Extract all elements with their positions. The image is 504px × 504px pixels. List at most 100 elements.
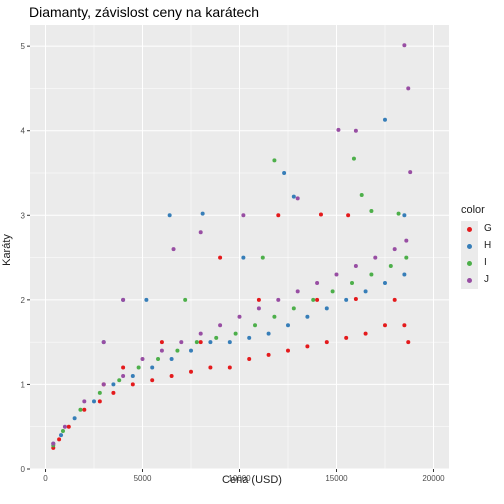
data-point-H [72,416,77,421]
data-point-G [363,331,368,336]
legend-item-J: J [461,272,501,289]
data-point-G [169,373,174,378]
data-point-G [382,323,387,328]
legend-label: G [484,223,492,234]
y-tick-label: 3 [21,211,26,220]
data-point-H [208,340,213,345]
data-point-I [117,378,122,383]
data-point-G [402,323,407,328]
data-point-I [183,297,188,302]
series-I [51,156,409,448]
data-point-G [315,297,320,302]
data-point-H [382,117,387,122]
data-point-G [130,382,135,387]
data-point-J [101,340,106,345]
data-point-J [171,247,176,252]
data-point-G [57,437,62,442]
data-point-H [344,297,349,302]
data-point-I [194,340,199,345]
data-point-J [276,297,281,302]
data-point-G [111,390,116,395]
data-point-J [51,441,56,446]
data-point-G [324,340,329,345]
data-point-H [59,433,64,438]
legend-dot [467,244,472,249]
data-point-G [406,340,411,345]
x-axis-label: Cena (USD) [222,474,282,486]
data-point-J [336,127,341,132]
data-point-J [218,323,223,328]
data-point-I [291,306,296,311]
legend-label: H [484,240,492,251]
data-point-J [62,424,67,429]
data-point-J [406,86,411,91]
legend-title: color [461,204,485,216]
data-point-J [256,306,261,311]
data-point-I [97,390,102,395]
legend-dot [467,227,472,232]
data-point-I [330,289,335,294]
data-point-G [218,255,223,260]
x-tick-label: 0 [43,474,48,483]
data-point-J [121,297,126,302]
data-point-G [344,335,349,340]
legend-key [461,272,478,289]
data-point-J [241,213,246,218]
data-point-G [256,297,261,302]
data-point-G [346,213,351,218]
data-point-J [404,238,409,243]
data-point-I [311,297,316,302]
data-point-I [272,314,277,319]
data-point-I [136,365,141,370]
data-point-G [353,297,358,302]
data-point-I [233,331,238,336]
legend-key [461,238,478,255]
data-point-H [266,331,271,336]
data-point-J [121,373,126,378]
data-point-G [266,352,271,357]
data-point-G [276,213,281,218]
data-point-J [198,230,203,235]
data-point-G [189,369,194,374]
series-J [51,43,413,446]
data-point-I [388,264,393,269]
data-point-I [260,255,265,260]
data-point-H [282,171,287,175]
legend-label: J [484,274,489,285]
data-point-I [156,357,161,362]
data-point-H [402,272,407,277]
data-point-H [130,373,135,378]
data-point-H [144,297,149,302]
x-tick-label: 20000 [422,474,445,483]
data-point-J [82,399,87,404]
data-point-J [392,247,397,252]
data-point-H [363,289,368,294]
data-point-H [92,399,97,404]
data-point-H [150,365,155,370]
data-point-J [159,348,164,353]
data-point-J [295,196,300,201]
data-point-J [237,314,242,319]
data-point-G [285,348,290,353]
legend-key [461,255,478,272]
legend-dot [467,278,472,283]
y-tick-label: 5 [21,42,26,51]
data-point-I [214,335,219,340]
data-point-I [369,209,374,214]
data-point-J [140,357,145,362]
data-point-H [241,255,246,260]
data-point-I [396,211,401,216]
data-point-I [369,272,374,277]
y-axis-label: Karáty [1,234,13,266]
data-point-J [198,331,203,336]
legend-key [461,221,478,238]
data-point-G [97,399,102,404]
data-point-G [150,378,155,383]
data-point-I [359,192,364,197]
data-point-I [350,280,355,285]
data-point-I [78,407,83,412]
x-tick-label: 15000 [325,474,348,483]
data-point-H [382,280,387,285]
